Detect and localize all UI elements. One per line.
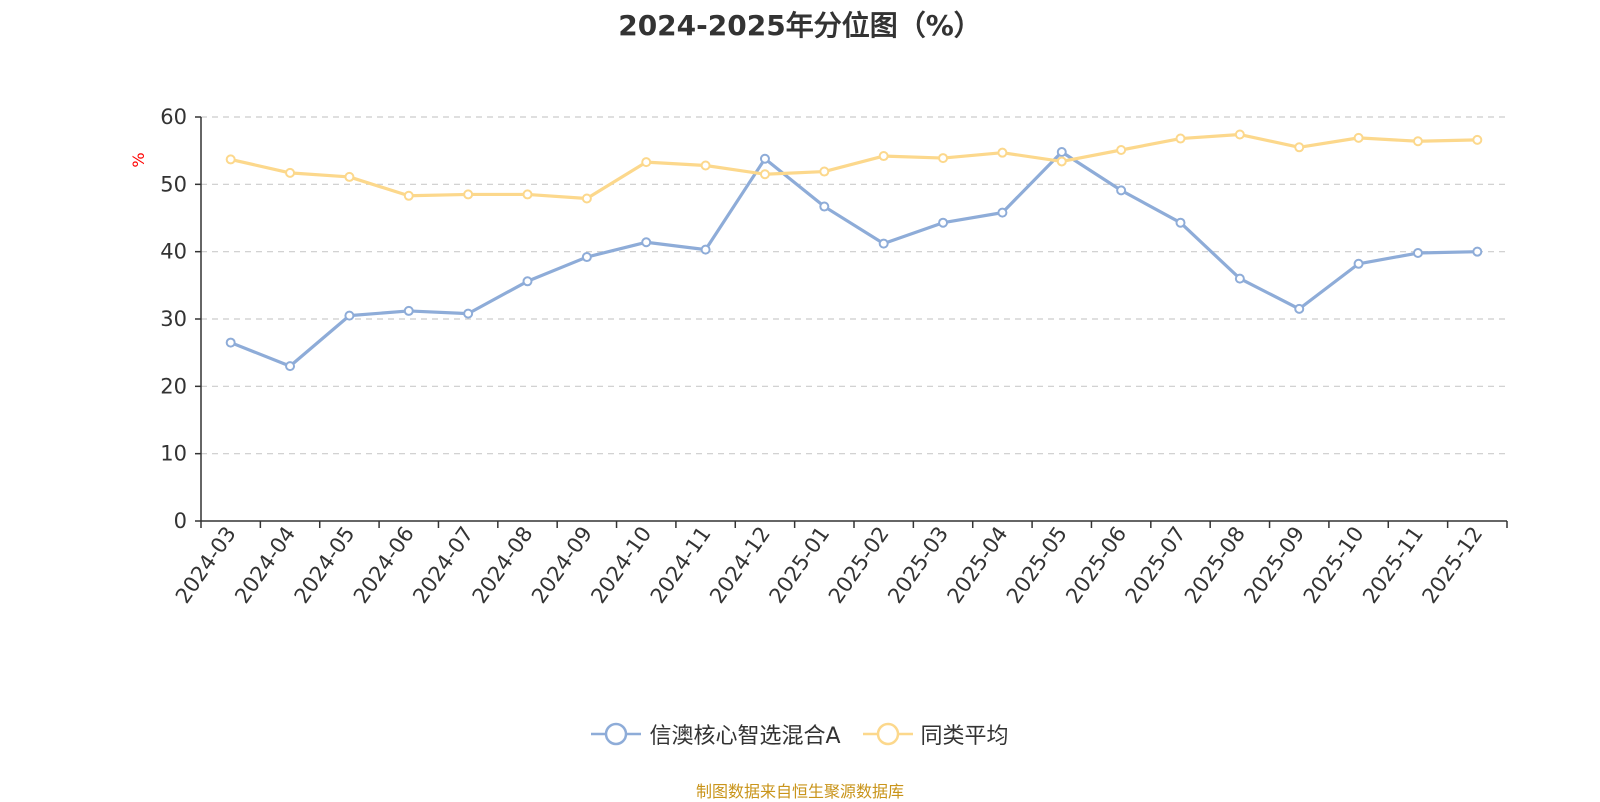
data-point <box>819 166 830 177</box>
y-tick-label: 20 <box>160 374 187 398</box>
data-point <box>1234 273 1245 284</box>
data-point <box>225 337 236 348</box>
data-point <box>878 151 889 162</box>
data-point <box>1353 258 1364 269</box>
legend-label: 信澳核心智选混合A <box>649 724 841 749</box>
series-1 <box>225 147 1483 372</box>
data-point <box>1412 136 1423 147</box>
data-point <box>1116 144 1127 155</box>
data-point <box>344 310 355 321</box>
series-line <box>229 150 1479 368</box>
series-2 <box>225 129 1483 204</box>
data-point <box>641 237 652 248</box>
data-point <box>1234 129 1245 140</box>
data-point <box>938 153 949 164</box>
data-point <box>997 147 1008 158</box>
source-note: 制图数据来自恒生聚源数据库 <box>695 782 904 801</box>
data-point <box>1056 156 1067 167</box>
data-point <box>1412 248 1423 259</box>
data-point <box>759 169 770 180</box>
data-point <box>641 157 652 168</box>
data-point <box>819 201 830 212</box>
data-point <box>285 167 296 178</box>
y-tick-label: 10 <box>160 442 187 466</box>
legend-marker-icon <box>862 722 913 746</box>
data-point <box>1056 147 1067 158</box>
legend-item-2[interactable]: 同类平均 <box>862 718 1009 750</box>
chart-title: 2024-2025年分位图（%） <box>618 9 982 42</box>
data-point <box>522 189 533 200</box>
y-tick-label: 50 <box>160 172 187 196</box>
y-tick-label: 40 <box>160 240 187 264</box>
x-tick-label: 2025-12 <box>1417 522 1487 608</box>
data-point <box>1175 217 1186 228</box>
data-point <box>1175 133 1186 144</box>
data-point <box>344 171 355 182</box>
data-point <box>1294 303 1305 314</box>
data-point <box>225 154 236 165</box>
data-point <box>581 193 592 204</box>
line-chart: 01020304050602024-032024-042024-052024-0… <box>129 105 1508 608</box>
legend: 信澳核心智选混合A 同类平均 <box>0 718 1600 750</box>
data-point <box>700 160 711 171</box>
data-point <box>938 217 949 228</box>
data-point <box>878 238 889 249</box>
legend-item-1[interactable]: 信澳核心智选混合A <box>591 718 841 750</box>
data-point <box>1353 132 1364 143</box>
data-point <box>463 189 474 200</box>
data-point <box>997 207 1008 218</box>
data-point <box>1472 246 1483 257</box>
data-point <box>759 153 770 164</box>
series-lines <box>225 129 1483 372</box>
y-tick-label: 0 <box>174 509 187 533</box>
data-point <box>581 252 592 263</box>
y-tick-label: 60 <box>160 105 187 129</box>
y-tick-label: 30 <box>160 307 187 331</box>
data-point <box>463 308 474 319</box>
legend-marker-icon <box>591 722 642 746</box>
series-line <box>229 132 1479 201</box>
legend-label: 同类平均 <box>920 724 1009 749</box>
data-point <box>522 276 533 287</box>
data-point <box>403 190 414 201</box>
y-axis-label: % <box>129 152 148 167</box>
data-point <box>1294 142 1305 153</box>
data-point <box>285 361 296 372</box>
data-point <box>1472 134 1483 145</box>
data-point <box>403 305 414 316</box>
data-point <box>1116 185 1127 196</box>
gridlines <box>201 116 1507 455</box>
data-point <box>700 244 711 255</box>
